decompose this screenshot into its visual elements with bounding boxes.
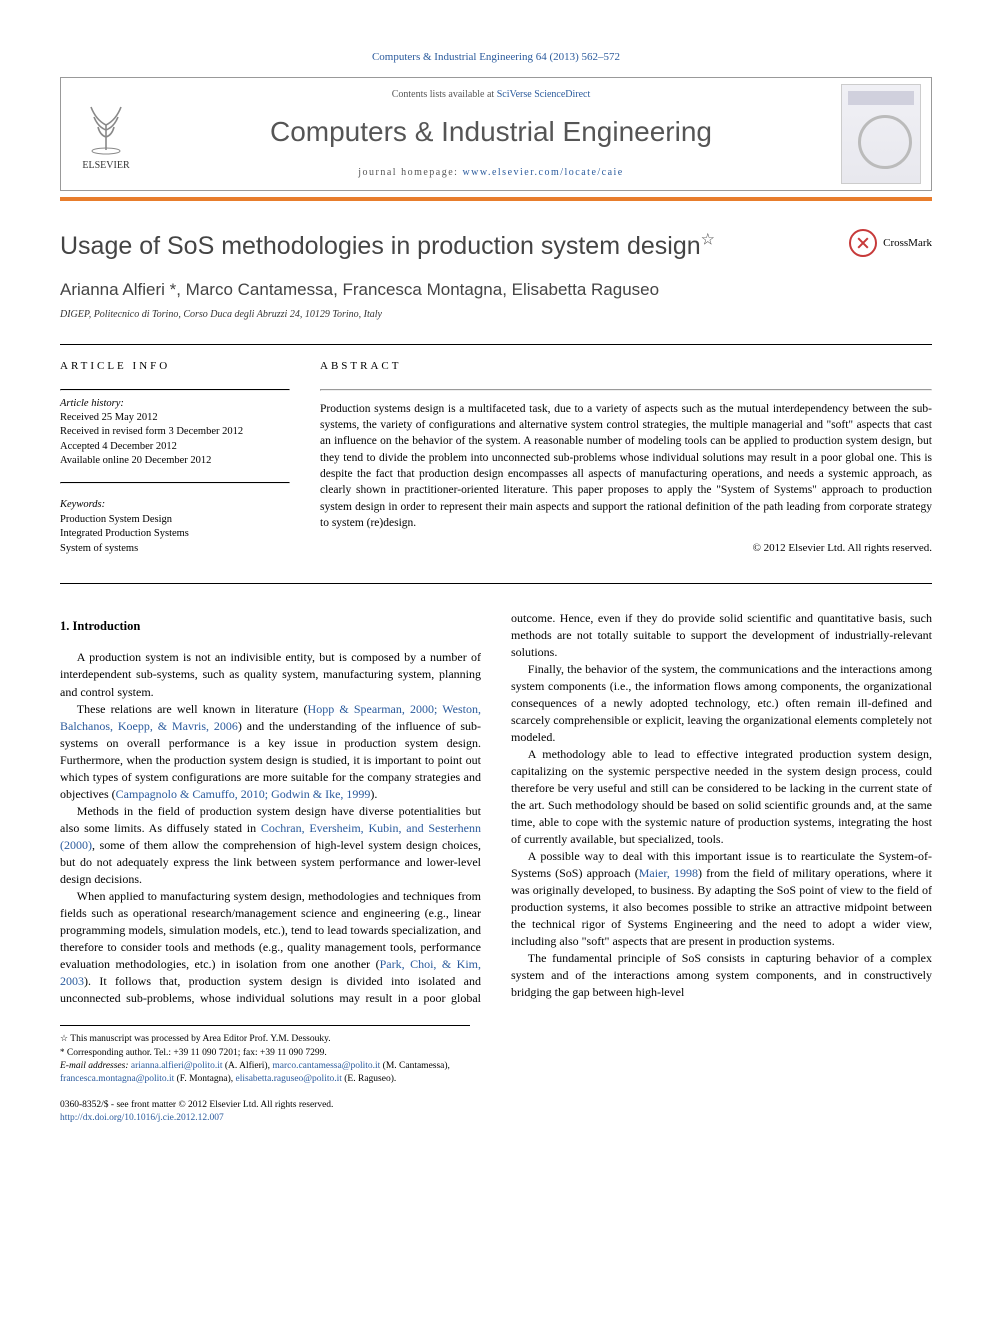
- contents-prefix: Contents lists available at: [392, 89, 497, 100]
- contents-available-line: Contents lists available at SciVerse Sci…: [157, 88, 825, 102]
- keyword-2: Integrated Production Systems: [60, 527, 290, 542]
- affiliation: DIGEP, Politecnico di Torino, Corso Duca…: [60, 308, 932, 322]
- doi-link[interactable]: http://dx.doi.org/10.1016/j.cie.2012.12.…: [60, 1112, 932, 1124]
- email-label: E-mail addresses:: [60, 1061, 129, 1071]
- email1-name: (A. Alfieri),: [222, 1061, 272, 1071]
- history-online: Available online 20 December 2012: [60, 454, 290, 468]
- citation-campagnolo-godwin[interactable]: Campagnolo & Camuffo, 2010; Godwin & Ike…: [116, 787, 371, 801]
- keywords-label: Keywords:: [60, 498, 290, 513]
- journal-header: ELSEVIER Contents lists available at Sci…: [60, 77, 932, 191]
- footnote-2-text: Corresponding author. Tel.: +39 11 090 7…: [67, 1048, 327, 1058]
- homepage-prefix: journal homepage:: [358, 167, 462, 178]
- crossmark-icon: [849, 229, 877, 257]
- crossmark-badge[interactable]: CrossMark: [849, 229, 932, 257]
- abstract-column: ABSTRACT Production systems design is a …: [320, 345, 932, 557]
- email-alfieri[interactable]: arianna.alfieri@polito.it: [131, 1061, 223, 1071]
- citation-maier[interactable]: Maier, 1998: [639, 866, 698, 880]
- section-heading-introduction: 1. Introduction: [60, 618, 481, 636]
- keyword-1: Production System Design: [60, 513, 290, 528]
- intro-p8: The fundamental principle of SoS consist…: [511, 950, 932, 1001]
- sciencedirect-link[interactable]: SciVerse ScienceDirect: [497, 89, 591, 100]
- intro-p1: A production system is not an indivisibl…: [60, 649, 481, 700]
- article-info-column: ARTICLE INFO Article history: Received 2…: [60, 345, 290, 557]
- info-divider: [60, 389, 290, 391]
- abstract-divider: [320, 389, 932, 391]
- p2c: ).: [370, 787, 377, 801]
- footnote-corresponding: * Corresponding author. Tel.: +39 11 090…: [60, 1046, 470, 1060]
- footer-block: 0360-8352/$ - see front matter © 2012 El…: [60, 1099, 932, 1124]
- top-citation: Computers & Industrial Engineering 64 (2…: [60, 50, 932, 65]
- email-raguseo[interactable]: elisabetta.raguseo@polito.it: [236, 1074, 342, 1084]
- authors-line: Arianna Alfieri *, Marco Cantamessa, Fra…: [60, 278, 932, 302]
- intro-p5: Finally, the behavior of the system, the…: [511, 661, 932, 746]
- crossmark-label: CrossMark: [883, 236, 932, 251]
- p2a: These relations are well known in litera…: [77, 702, 308, 716]
- email3-name: (F. Montagna),: [174, 1074, 235, 1084]
- divider-2: [60, 583, 932, 584]
- issn-copyright: 0360-8352/$ - see front matter © 2012 El…: [60, 1099, 932, 1111]
- cover-image-placeholder: [841, 84, 921, 184]
- title-footnote-marker: ☆: [701, 232, 715, 249]
- elsevier-tree-icon: [76, 95, 136, 155]
- abstract-heading: ABSTRACT: [320, 359, 932, 374]
- footnote-emails: E-mail addresses: arianna.alfieri@polito…: [60, 1060, 470, 1086]
- history-received: Received 25 May 2012: [60, 411, 290, 425]
- publisher-name: ELSEVIER: [82, 159, 129, 173]
- footnote-marker-asterisk: *: [60, 1047, 65, 1057]
- accent-divider: [60, 197, 932, 201]
- publisher-logo-block: ELSEVIER: [61, 78, 151, 190]
- email2-name: (M. Cantamessa),: [380, 1061, 450, 1071]
- info-divider-2: [60, 482, 290, 484]
- journal-cover-thumb: [831, 78, 931, 190]
- body-two-column: 1. Introduction A production system is n…: [60, 610, 932, 1007]
- footnote-1-text: This manuscript was processed by Area Ed…: [70, 1034, 330, 1044]
- journal-homepage-link[interactable]: www.elsevier.com/locate/caie: [462, 167, 623, 178]
- paper-title: Usage of SoS methodologies in production…: [60, 229, 715, 264]
- title-text: Usage of SoS methodologies in production…: [60, 232, 701, 260]
- footnote-marker-star: ☆: [60, 1033, 68, 1043]
- intro-p7: A possible way to deal with this importa…: [511, 848, 932, 950]
- email-montagna[interactable]: francesca.montagna@polito.it: [60, 1074, 174, 1084]
- p3b: , some of them allow the comprehension o…: [60, 838, 481, 886]
- journal-homepage-line: journal homepage: www.elsevier.com/locat…: [157, 166, 825, 180]
- footnote-editor: ☆ This manuscript was processed by Area …: [60, 1032, 470, 1046]
- history-label: Article history:: [60, 397, 290, 412]
- journal-name: Computers & Industrial Engineering: [157, 112, 825, 151]
- footnotes-block: ☆ This manuscript was processed by Area …: [60, 1025, 470, 1085]
- abstract-text: Production systems design is a multiface…: [320, 401, 932, 532]
- intro-p3: Methods in the field of production syste…: [60, 803, 481, 888]
- intro-p2: These relations are well known in litera…: [60, 701, 481, 803]
- email-cantamessa[interactable]: marco.cantamessa@polito.it: [272, 1061, 380, 1071]
- keyword-3: System of systems: [60, 542, 290, 557]
- intro-p6: A methodology able to lead to effective …: [511, 746, 932, 848]
- abstract-copyright: © 2012 Elsevier Ltd. All rights reserved…: [320, 541, 932, 556]
- history-revised: Received in revised form 3 December 2012: [60, 425, 290, 439]
- email4-name: (E. Raguseo).: [342, 1074, 396, 1084]
- history-accepted: Accepted 4 December 2012: [60, 440, 290, 454]
- article-info-heading: ARTICLE INFO: [60, 359, 290, 374]
